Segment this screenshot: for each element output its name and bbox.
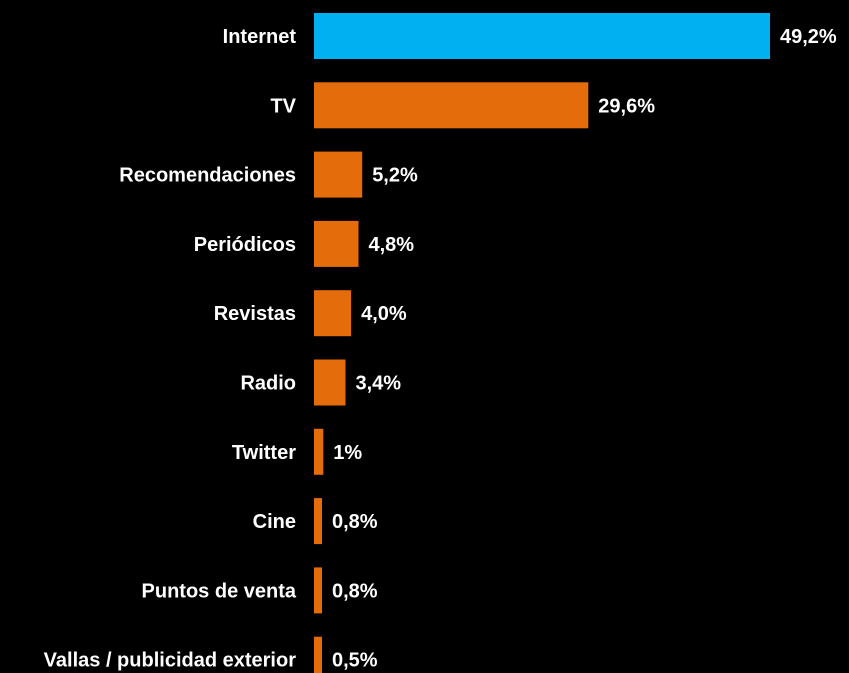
bar-recomendaciones <box>314 151 363 198</box>
category-label-periodicos: Periódicos <box>194 234 296 256</box>
bars-group <box>314 13 770 673</box>
category-label-recomendaciones: Recomendaciones <box>119 165 296 187</box>
value-label-puntos-de-venta: 0,8% <box>332 580 378 602</box>
value-label-tv: 29,6% <box>598 95 655 117</box>
value-label-vallas-publicidad-exterior: 0,5% <box>332 650 378 672</box>
value-label-radio: 3,4% <box>356 373 402 395</box>
bar-twitter <box>314 428 324 475</box>
bar-radio <box>314 359 346 406</box>
category-label-tv: TV <box>270 95 296 117</box>
category-label-internet: Internet <box>223 26 297 48</box>
category-label-twitter: Twitter <box>232 442 296 464</box>
category-label-puntos-de-venta: Puntos de venta <box>142 580 297 602</box>
value-label-internet: 49,2% <box>780 26 837 48</box>
bar-puntos-de-venta <box>314 567 322 614</box>
bar-cine <box>314 498 322 545</box>
value-label-revistas: 4,0% <box>361 303 407 325</box>
category-label-vallas-publicidad-exterior: Vallas / publicidad exterior <box>44 650 297 672</box>
category-label-radio: Radio <box>240 373 296 395</box>
bar-periodicos <box>314 220 359 267</box>
bar-revistas <box>314 290 352 337</box>
value-label-recomendaciones: 5,2% <box>372 165 418 187</box>
bar-tv <box>314 82 589 129</box>
value-label-cine: 0,8% <box>332 511 378 533</box>
value-label-periodicos: 4,8% <box>369 234 415 256</box>
bar-vallas-publicidad-exterior <box>314 636 322 673</box>
category-label-revistas: Revistas <box>214 303 296 325</box>
bar-internet <box>314 13 770 59</box>
value-label-twitter: 1% <box>333 442 362 464</box>
value-labels-group: 49,2% 29,6% 5,2% 4,8% 4,0% 3,4% 1% 0,8% 0,8% 0,5% <box>332 26 837 672</box>
category-labels-group: Internet TV Recomendaciones Periódicos Revis… <box>44 26 297 672</box>
category-label-cine: Cine <box>253 511 296 533</box>
